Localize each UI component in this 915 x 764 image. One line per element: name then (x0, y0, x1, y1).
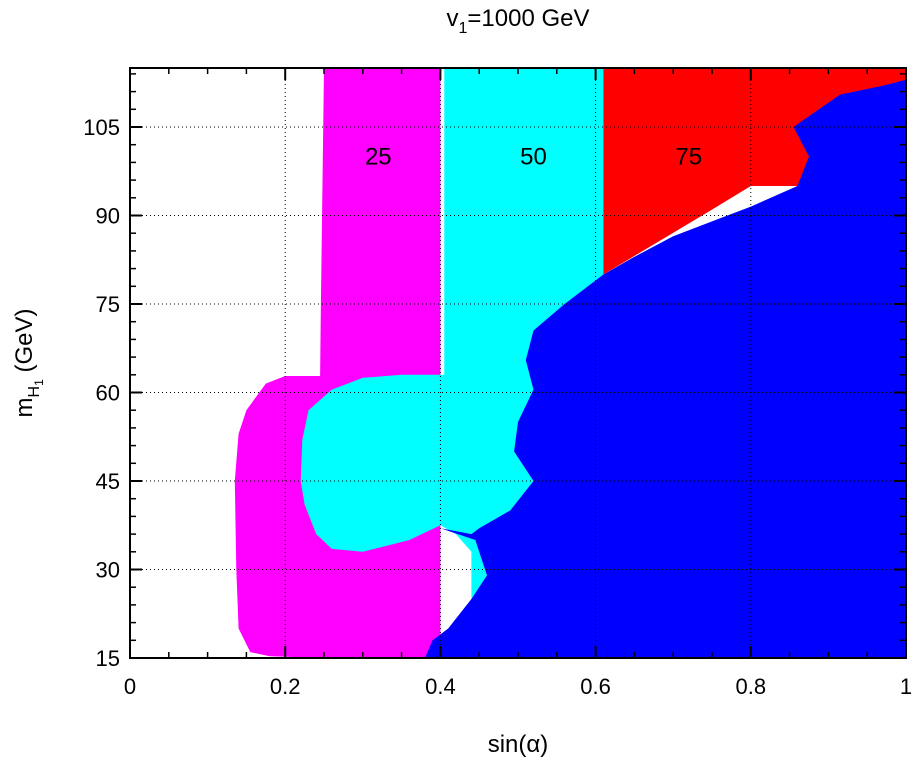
y-tick-label-2: 45 (96, 469, 120, 494)
y-tick-label-5: 90 (96, 204, 120, 229)
x-tick-label-5: 1 (900, 674, 912, 699)
y-tick-label-1: 30 (96, 558, 120, 583)
x-tick-label-1: 0.2 (270, 674, 301, 699)
grid-layer (130, 68, 906, 658)
region-label-2: 50 (520, 144, 547, 171)
y-axis-title: mH1 (GeV) (11, 309, 46, 418)
x-axis-title: sin(α) (488, 731, 549, 758)
regions-layer (234, 68, 906, 658)
x-tick-label-3: 0.6 (580, 674, 611, 699)
x-tick-label-4: 0.8 (736, 674, 767, 699)
ticks-layer: 0 0.2 0.4 0.6 0.8 1 15 30 45 60 75 90 105 (83, 68, 912, 699)
x-tick-label-2: 0.4 (425, 674, 456, 699)
y-tick-label-6: 105 (83, 115, 120, 140)
chart-title: v1=1000 GeV (446, 5, 589, 37)
y-tick-label-0: 15 (96, 646, 120, 671)
region-4 (424, 79, 906, 658)
region-label-3: 75 (675, 144, 702, 171)
x-tick-label-0: 0 (124, 674, 136, 699)
region-label-1: 25 (365, 144, 392, 171)
y-tick-label-4: 75 (96, 292, 120, 317)
region-1 (234, 68, 441, 658)
y-tick-label-3: 60 (96, 381, 120, 406)
annotations-layer: 25 50 75 (365, 144, 702, 171)
